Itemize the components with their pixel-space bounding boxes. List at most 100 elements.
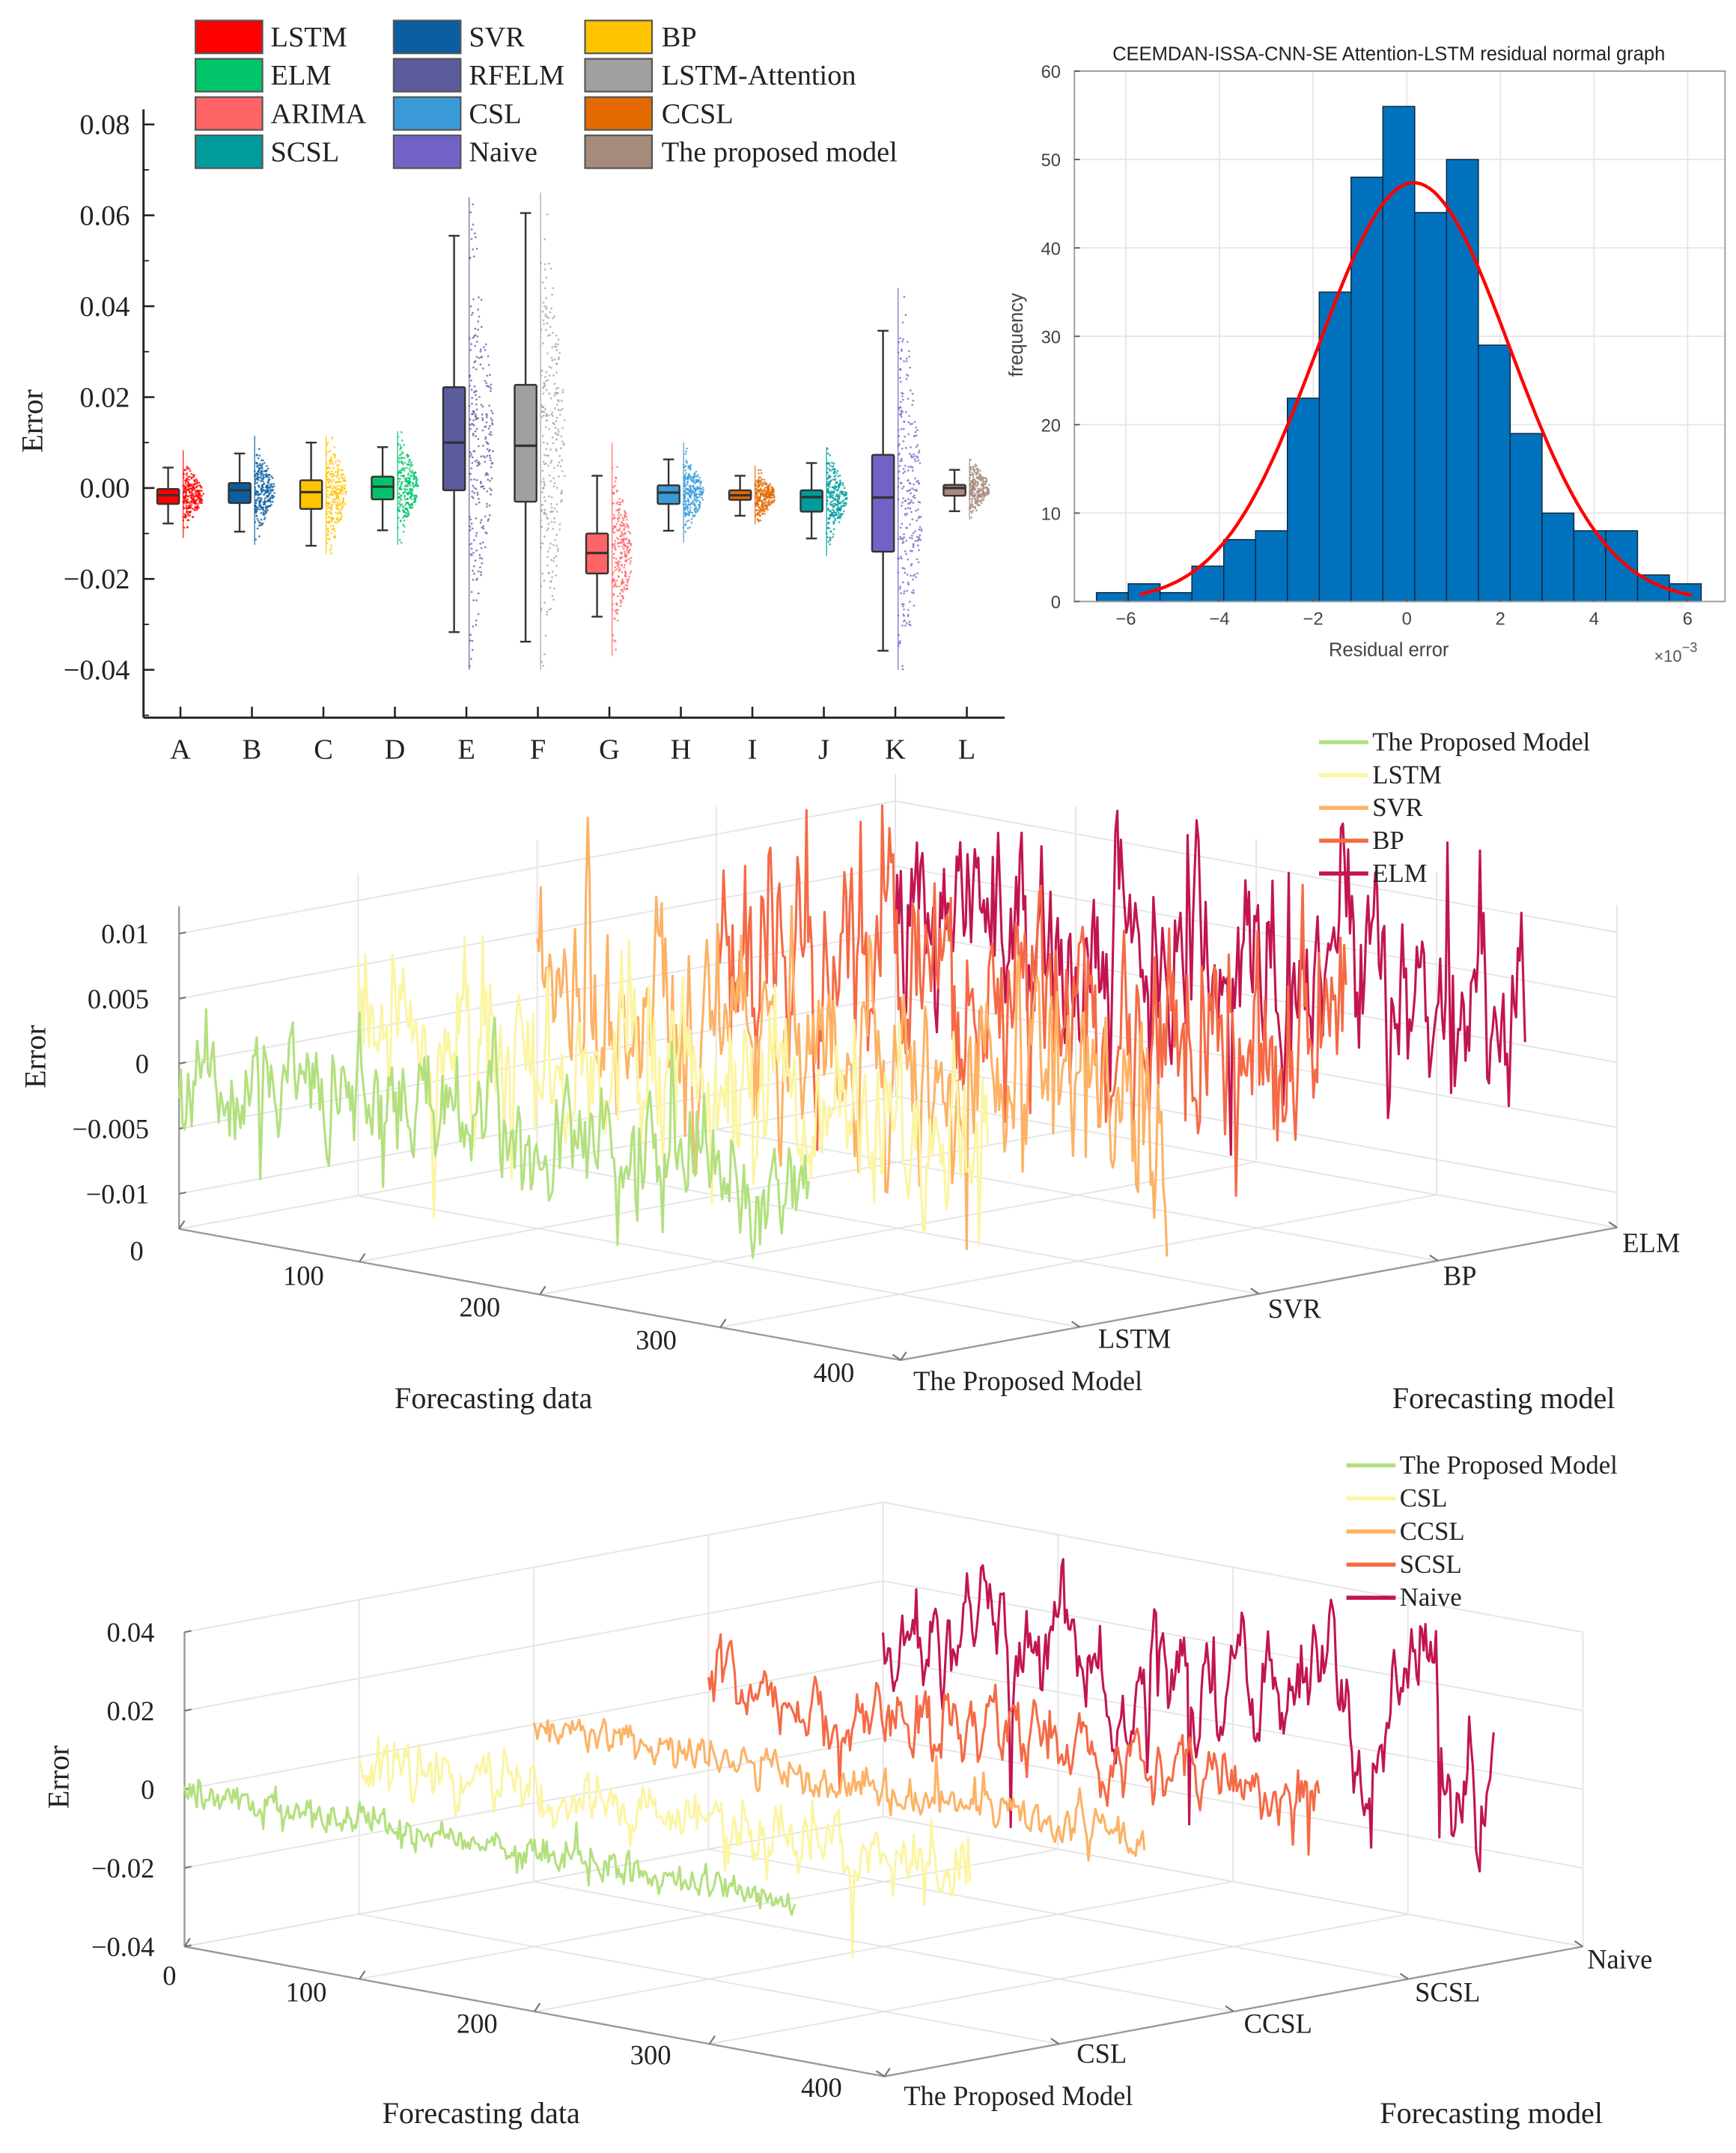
scatter-point	[261, 491, 263, 494]
scatter-point	[553, 383, 556, 385]
scatter-point	[902, 472, 904, 475]
scatter-point	[475, 427, 478, 430]
scatter-point	[192, 475, 195, 478]
scatter-point	[542, 460, 545, 463]
scatter-point	[343, 480, 346, 483]
z-tick	[178, 1191, 186, 1195]
scatter-point	[690, 517, 693, 520]
scatter-point	[475, 459, 478, 462]
scatter-point	[761, 491, 764, 493]
scatter-point	[761, 506, 764, 509]
legend-swatch	[392, 96, 462, 131]
scatter-point	[899, 337, 901, 340]
scatter-point	[401, 468, 403, 471]
scatter-point	[629, 562, 632, 565]
scatter-point	[410, 461, 412, 464]
scatter-point	[616, 542, 619, 545]
scatter-point	[183, 526, 186, 529]
scatter-point	[551, 359, 554, 362]
scatter-point	[909, 452, 911, 455]
scatter-point	[684, 530, 687, 533]
scatter-point	[400, 471, 403, 474]
scatter-point	[690, 490, 693, 493]
scatter-point	[693, 493, 696, 496]
scatter-point	[184, 482, 187, 484]
scatter-point	[978, 499, 981, 502]
scatter-point	[614, 480, 617, 483]
scatter-point	[184, 479, 186, 482]
scatter-point	[341, 507, 344, 510]
scatter-point	[477, 417, 479, 419]
scatter-point	[490, 459, 492, 462]
scatter-point	[548, 365, 551, 368]
scatter-point	[982, 477, 985, 479]
scatter-point	[912, 589, 915, 591]
scatter-point	[469, 633, 472, 636]
scatter-point	[470, 380, 472, 382]
scatter-point	[473, 492, 475, 494]
scatter-point	[344, 502, 347, 505]
scatter-point	[917, 451, 920, 454]
scatter-point	[473, 487, 475, 490]
scatter-point	[831, 461, 833, 464]
scatter-point	[416, 484, 419, 487]
scatter-point	[561, 499, 563, 502]
scatter-point	[261, 490, 264, 493]
scatter-point	[545, 419, 548, 422]
scatter-point	[338, 460, 341, 463]
scatter-point	[838, 509, 841, 512]
scatter-point	[183, 513, 186, 516]
scatter-point	[616, 594, 619, 597]
scatter-point	[899, 406, 902, 409]
scatter-point	[693, 514, 696, 517]
scatter-point	[698, 476, 701, 479]
scatter-point	[617, 514, 620, 517]
scatter-point	[626, 587, 628, 590]
scatter-point	[837, 505, 840, 508]
scatter-point	[487, 427, 490, 430]
scatter-point	[909, 488, 912, 491]
scatter-point	[481, 485, 484, 487]
scatter-point	[488, 404, 491, 407]
scatter-point	[473, 232, 476, 235]
scatter-point	[840, 492, 843, 495]
scatter-point	[557, 338, 560, 341]
scatter-point	[411, 464, 414, 466]
scatter-point	[409, 466, 412, 468]
scatter-point	[332, 525, 335, 528]
model-tick	[892, 1353, 901, 1361]
scatter-point	[262, 508, 265, 511]
scatter-point	[469, 349, 472, 351]
scatter-point	[907, 421, 910, 424]
scatter-point	[258, 493, 261, 496]
scatter-point	[913, 453, 916, 456]
scatter-point	[561, 440, 564, 443]
scatter-point	[558, 356, 560, 359]
scatter-point	[399, 444, 402, 447]
scatter-point	[913, 494, 916, 497]
scatter-point	[765, 493, 767, 496]
scatter-point	[552, 477, 555, 480]
scatter-point	[410, 498, 412, 500]
scatter-point	[769, 483, 772, 486]
scatter-point	[899, 535, 901, 538]
scatter-point	[693, 487, 696, 490]
y-tick-label: 0.08	[79, 109, 130, 141]
scatter-point	[981, 484, 984, 487]
histogram-bars	[1095, 106, 1702, 603]
scatter-point	[612, 552, 615, 555]
scatter-point	[336, 505, 339, 508]
scatter-point	[905, 411, 907, 413]
scatter-point	[551, 436, 554, 439]
scatter-point	[902, 398, 904, 401]
scatter-point	[621, 530, 624, 533]
scatter-point	[973, 471, 976, 474]
scatter-point	[915, 445, 918, 448]
scatter-point	[189, 475, 191, 478]
scatter-point	[272, 489, 275, 492]
scatter-point	[553, 395, 556, 397]
scatter-point	[540, 406, 543, 409]
scatter-point	[549, 267, 552, 270]
scatter-point	[255, 505, 258, 508]
legend-swatch	[195, 19, 264, 55]
